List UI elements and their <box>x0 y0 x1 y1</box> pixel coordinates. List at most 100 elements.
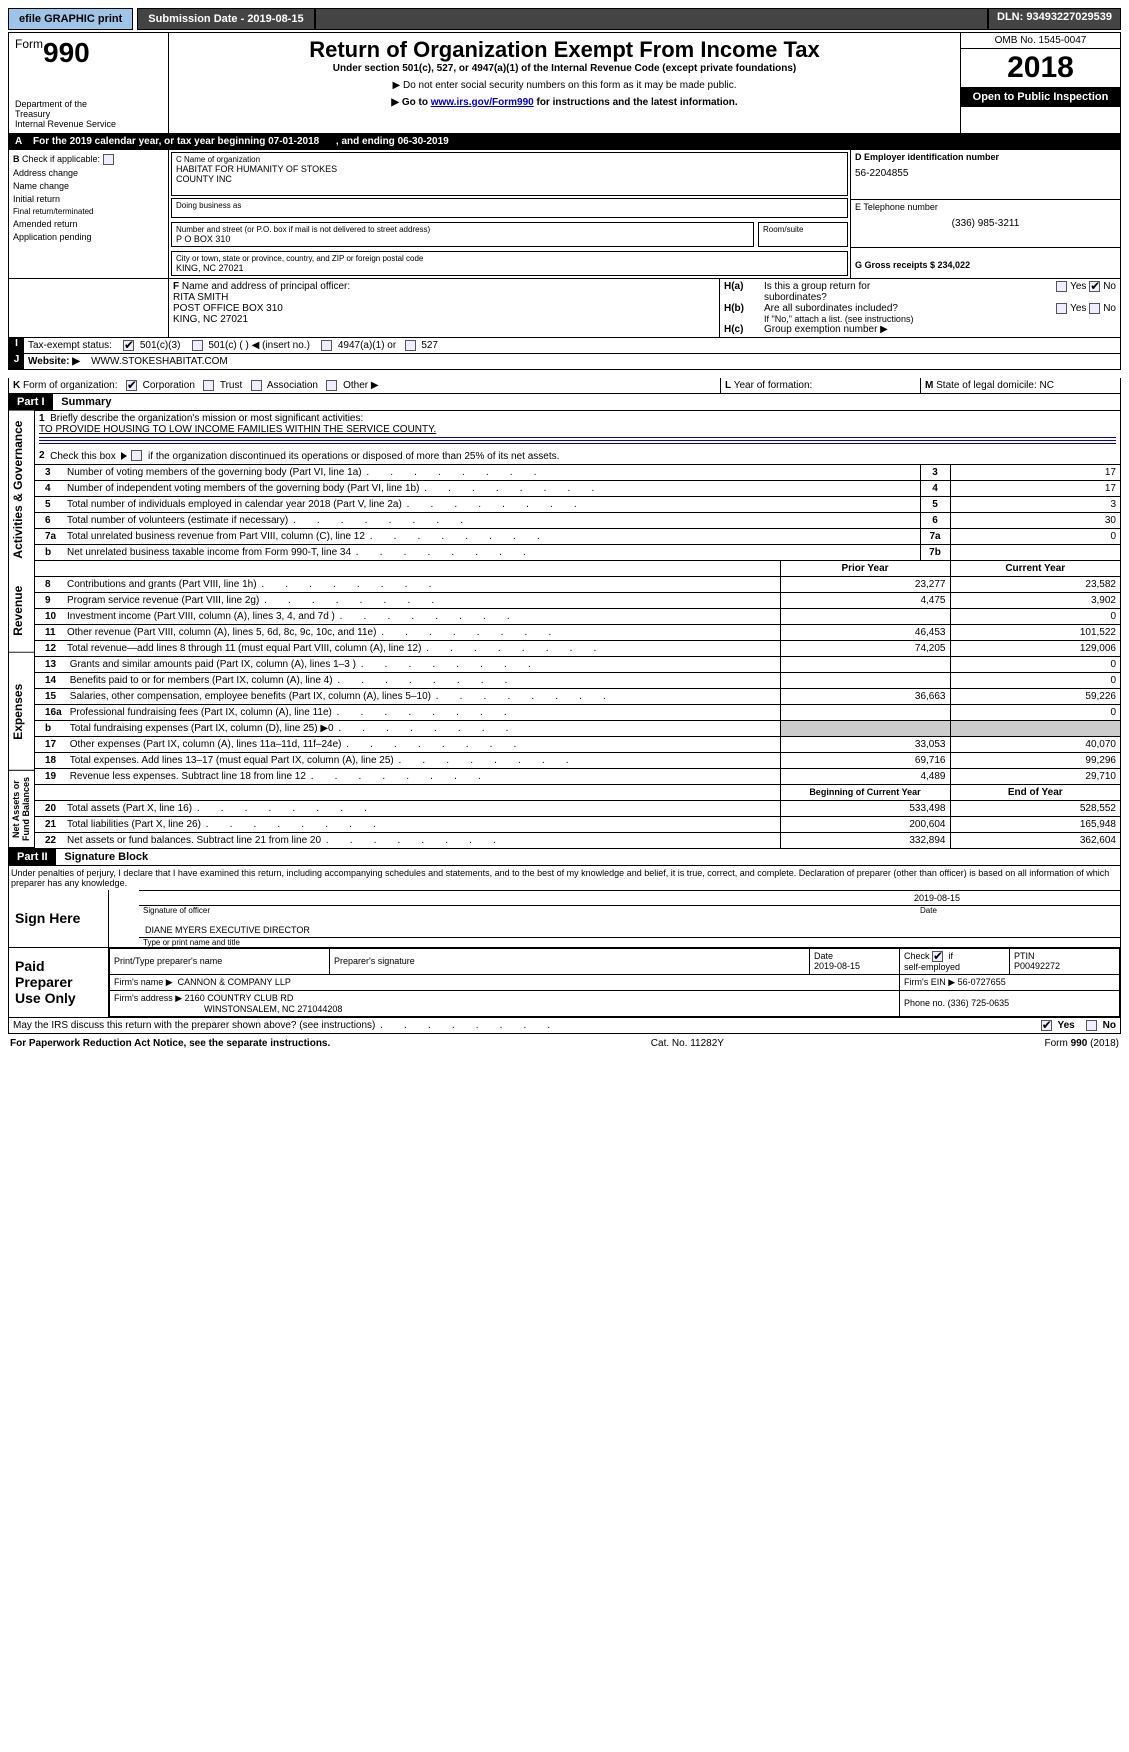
form-org-label: Form of organization: <box>23 380 118 391</box>
l-text: Year of formation: <box>734 380 813 391</box>
prep-name-label: Print/Type preparer's name <box>110 948 330 974</box>
part2-title: Signature Block <box>58 851 148 863</box>
prep-date-value: 2019-08-15 <box>814 961 860 971</box>
row-a-text1: For the 2019 calendar year, or tax year … <box>33 136 319 147</box>
ha-yes-checkbox[interactable] <box>1056 281 1067 292</box>
checkbox-applicable[interactable] <box>103 154 114 165</box>
footer: For Paperwork Reduction Act Notice, see … <box>8 1034 1121 1053</box>
cb-527[interactable] <box>405 340 416 351</box>
vert-labels: Activities & Governance Revenue Expenses… <box>9 411 35 847</box>
irs-link[interactable]: www.irs.gov/Form990 <box>431 97 534 108</box>
line-2: 2 Check this box if the organization dis… <box>35 448 1120 463</box>
l1-num: 1 <box>39 413 45 424</box>
i-label: I <box>9 338 24 353</box>
city-value: KING, NC 27021 <box>176 263 843 273</box>
cb-discuss-no[interactable] <box>1086 1020 1097 1031</box>
table-row: 4 Number of independent voting members o… <box>35 480 1120 496</box>
street-value: P O BOX 310 <box>176 234 749 244</box>
discuss-row: May the IRS discuss this return with the… <box>8 1018 1121 1034</box>
header-right: OMB No. 1545-0047 2018 Open to Public In… <box>960 33 1120 133</box>
vert-ag: Activities & Governance <box>9 411 34 569</box>
section-bcdeg: B Check if applicable: Address change Na… <box>8 150 1121 279</box>
table-row: 15 Salaries, other compensation, employe… <box>35 688 1120 704</box>
l-label: L <box>725 380 731 391</box>
col-current: Current Year <box>950 560 1120 576</box>
sign-here-section: Sign Here 2019-08-15 Signature of office… <box>8 890 1121 948</box>
website-value: WWW.STOKESHABITAT.COM <box>91 356 228 367</box>
ag-table: 3 Number of voting members of the govern… <box>35 464 1120 560</box>
sig-officer-label: Signature of officer <box>139 906 920 915</box>
cb-self-employed[interactable] <box>932 951 943 962</box>
prep-sig-label: Preparer's signature <box>330 948 810 974</box>
note-2: ▶ Go to www.irs.gov/Form990 for instruct… <box>173 97 956 108</box>
org-name-1: HABITAT FOR HUMANITY OF STOKES <box>176 164 843 174</box>
firm-phone-label: Phone no. <box>904 998 945 1008</box>
opt-corp: Corporation <box>143 380 195 391</box>
city-label: City or town, state or province, country… <box>176 254 843 263</box>
hb-yes-checkbox[interactable] <box>1056 303 1067 314</box>
hb-note: If "No," attach a list. (see instruction… <box>724 314 1116 324</box>
cb-trust[interactable] <box>203 380 214 391</box>
col-prior: Prior Year <box>780 560 950 576</box>
hb-label: H(b) <box>724 303 744 314</box>
header-center: Return of Organization Exempt From Incom… <box>169 33 960 133</box>
cb-other[interactable] <box>326 380 337 391</box>
section-h: H(a) Is this a group return for subordin… <box>720 279 1120 337</box>
col-eoy: End of Year <box>950 784 1120 800</box>
perjury-text: Under penalties of perjury, I declare th… <box>8 866 1121 890</box>
table-row: 14 Benefits paid to or for members (Part… <box>35 672 1120 688</box>
footer-center: Cat. No. 11282Y <box>651 1038 724 1049</box>
row-j: J Website: ▶ WWW.STOKESHABITAT.COM <box>8 354 1121 370</box>
boy-eoy-header: Beginning of Current Year End of Year <box>35 784 1120 800</box>
cb-501c3[interactable] <box>123 340 134 351</box>
table-row: 7a Total unrelated business revenue from… <box>35 528 1120 544</box>
tax-year: 2018 <box>961 49 1120 87</box>
dept-line2: Treasury <box>15 109 162 119</box>
sig-date-value: 2019-08-15 <box>914 893 1114 903</box>
opt-other: Other ▶ <box>343 380 378 391</box>
f-label: F <box>173 281 179 292</box>
ha-no-checkbox[interactable] <box>1089 281 1100 292</box>
cb-assoc[interactable] <box>251 380 262 391</box>
table-row: 16a Professional fundraising fees (Part … <box>35 704 1120 720</box>
ha-text: Is this a group return for <box>764 281 870 292</box>
firm-phone-value: (336) 725-0635 <box>948 998 1010 1008</box>
table-row: 22 Net assets or fund balances. Subtract… <box>35 832 1120 848</box>
footer-left: For Paperwork Reduction Act Notice, see … <box>10 1038 330 1049</box>
cb-501c[interactable] <box>192 340 203 351</box>
hc-label: H(c) <box>724 324 743 335</box>
firm-addr1: 2160 COUNTRY CLUB RD <box>185 993 294 1003</box>
l1-answer: TO PROVIDE HOUSING TO LOW INCOME FAMILIE… <box>39 424 436 435</box>
table-row: 6 Total number of volunteers (estimate i… <box>35 512 1120 528</box>
ha-no: No <box>1103 281 1116 292</box>
table-row: 8 Contributions and grants (Part VIII, l… <box>35 576 1120 592</box>
cb-corp[interactable] <box>126 380 137 391</box>
vert-rev: Revenue <box>9 569 34 653</box>
net-table: 20 Total assets (Part X, line 16) 533,49… <box>35 800 1120 848</box>
table-row: 20 Total assets (Part X, line 16) 533,49… <box>35 800 1120 816</box>
d-label: D Employer identification number <box>855 152 1116 162</box>
c-label: C Name of organization <box>176 155 843 164</box>
phone-value: (336) 985-3211 <box>855 218 1116 229</box>
opt-501c3: 501(c)(3) <box>140 340 181 351</box>
cb-discontinued[interactable] <box>131 450 142 461</box>
triangle-icon <box>121 452 127 460</box>
dln-label: DLN: 93493227029539 <box>988 8 1121 30</box>
label-a: A <box>15 136 22 147</box>
firm-addr2: WINSTONSALEM, NC 271044208 <box>114 1004 342 1014</box>
column-deg: D Employer identification number 56-2204… <box>850 150 1120 278</box>
f-title: Name and address of principal officer: <box>182 281 350 292</box>
opt-amended: Amended return <box>13 219 164 229</box>
firm-ein-label: Firm's EIN ▶ <box>904 977 955 987</box>
table-row: 3 Number of voting members of the govern… <box>35 464 1120 480</box>
cb-discuss-yes[interactable] <box>1041 1020 1052 1031</box>
hb-no-checkbox[interactable] <box>1089 303 1100 314</box>
opt-name: Name change <box>13 181 164 191</box>
dba-label: Doing business as <box>176 201 843 210</box>
row-a: A For the 2019 calendar year, or tax yea… <box>8 134 1121 150</box>
officer-typed-name: DIANE MYERS EXECUTIVE DIRECTOR <box>139 923 1120 938</box>
cb-4947[interactable] <box>321 340 332 351</box>
column-c: C Name of organization HABITAT FOR HUMAN… <box>169 150 850 278</box>
efile-button[interactable]: efile GRAPHIC print <box>8 8 133 30</box>
row-a-text2: , and ending 06-30-2019 <box>336 136 449 147</box>
